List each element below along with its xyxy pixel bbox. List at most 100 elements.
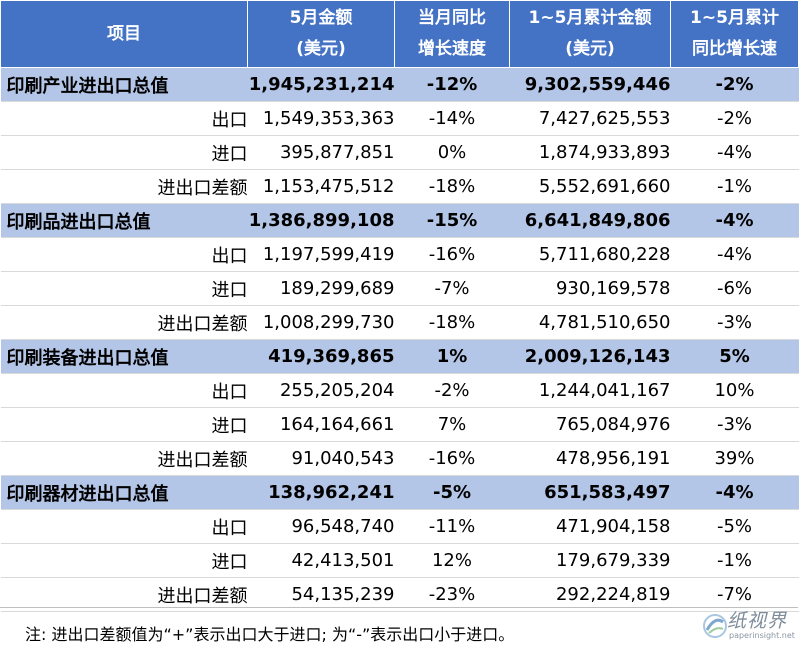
header-cumulative-amount: 1~5月累计金额 (美元) (509, 0, 671, 68)
row-name: 进出口差额 (0, 169, 248, 204)
cumulative-growth: -7% (670, 577, 799, 612)
cumulative-amount: 1,874,933,893 (509, 135, 671, 170)
row-name: 进出口差额 (0, 305, 248, 340)
cumulative-amount: 765,084,976 (509, 407, 671, 442)
header-month-amount: 5月金额 (美元) (247, 0, 395, 68)
month-growth: -2% (394, 373, 510, 408)
table-row: 进出口差额 1,153,475,512 -18% 5,552,691,660 -… (0, 169, 799, 204)
cumulative-amount: 292,224,819 (509, 577, 671, 612)
month-amount: 255,205,204 (247, 373, 395, 408)
row-name: 印刷器材进出口总值 (0, 475, 248, 510)
table-row: 印刷品进出口总值 1,386,899,108 -15% 6,641,849,80… (0, 203, 799, 238)
table-bottom-divider (0, 607, 798, 608)
cumulative-growth: -1% (670, 543, 799, 578)
month-amount: 189,299,689 (247, 271, 395, 306)
cumulative-growth: -5% (670, 509, 799, 544)
cumulative-growth: -1% (670, 169, 799, 204)
cumulative-growth: -4% (670, 135, 799, 170)
row-name: 出口 (0, 373, 248, 408)
row-name: 进出口差额 (0, 441, 248, 476)
month-growth: -16% (394, 441, 510, 476)
table-row: 出口 96,548,740 -11% 471,904,158 -5% (0, 509, 799, 544)
table-row: 出口 1,197,599,419 -16% 5,711,680,228 -4% (0, 237, 799, 272)
month-growth: -16% (394, 237, 510, 272)
row-name: 出口 (0, 237, 248, 272)
cumulative-growth: 5% (670, 339, 799, 374)
cumulative-growth: -4% (670, 475, 799, 510)
cumulative-amount: 179,679,339 (509, 543, 671, 578)
month-growth: 0% (394, 135, 510, 170)
row-name: 进口 (0, 271, 248, 306)
cumulative-growth: 39% (670, 441, 799, 476)
watermark-subtext: paperinsight.net (729, 631, 795, 640)
table-row: 进口 42,413,501 12% 179,679,339 -1% (0, 543, 799, 578)
month-amount: 138,962,241 (247, 475, 395, 510)
month-amount: 1,945,231,214 (247, 67, 395, 102)
row-name: 印刷产业进出口总值 (0, 67, 248, 102)
row-name: 印刷装备进出口总值 (0, 339, 248, 374)
cumulative-amount: 5,711,680,228 (509, 237, 671, 272)
header-cumulative-growth: 1~5月累计 同比增长速 (670, 0, 799, 68)
month-growth: -11% (394, 509, 510, 544)
table-row: 印刷器材进出口总值 138,962,241 -5% 651,583,497 -4… (0, 475, 799, 510)
cumulative-amount: 478,956,191 (509, 441, 671, 476)
cumulative-amount: 4,781,510,650 (509, 305, 671, 340)
cumulative-amount: 7,427,625,553 (509, 101, 671, 136)
month-growth: -18% (394, 169, 510, 204)
table-row: 进口 189,299,689 -7% 930,169,578 -6% (0, 271, 799, 306)
row-name: 出口 (0, 509, 248, 544)
table-row: 进出口差额 91,040,543 -16% 478,956,191 39% (0, 441, 799, 476)
table-row: 进出口差额 54,135,239 -23% 292,224,819 -7% (0, 577, 799, 612)
row-name: 进口 (0, 543, 248, 578)
cumulative-growth: -3% (670, 407, 799, 442)
cumulative-growth: -4% (670, 203, 799, 238)
cumulative-amount: 651,583,497 (509, 475, 671, 510)
cumulative-growth: -2% (670, 67, 799, 102)
row-name: 进出口差额 (0, 577, 248, 612)
month-amount: 419,369,865 (247, 339, 395, 374)
month-amount: 164,164,661 (247, 407, 395, 442)
month-growth: 12% (394, 543, 510, 578)
header-item: 项目 (0, 0, 248, 68)
month-growth: -18% (394, 305, 510, 340)
row-name: 出口 (0, 101, 248, 136)
table-row: 印刷装备进出口总值 419,369,865 1% 2,009,126,143 5… (0, 339, 799, 374)
month-growth: -15% (394, 203, 510, 238)
cumulative-growth: -3% (670, 305, 799, 340)
month-amount: 1,153,475,512 (247, 169, 395, 204)
table-row: 进口 164,164,661 7% 765,084,976 -3% (0, 407, 799, 442)
table-row: 出口 255,205,204 -2% 1,244,041,167 10% (0, 373, 799, 408)
month-growth: 7% (394, 407, 510, 442)
cumulative-amount: 9,302,559,446 (509, 67, 671, 102)
month-amount: 91,040,543 (247, 441, 395, 476)
table-row: 出口 1,549,353,363 -14% 7,427,625,553 -2% (0, 101, 799, 136)
row-name: 进口 (0, 407, 248, 442)
watermark: 纸视界 paperinsight.net (697, 606, 795, 646)
cumulative-amount: 5,552,691,660 (509, 169, 671, 204)
footnote: 注: 进出口差额值为“+”表示出口大于进口; 为“-”表示出口小于进口。 (25, 625, 515, 644)
data-table: 项目 5月金额 (美元) 当月同比 增长速度 1~5月累计金额 (美元) 1~5月累计… (0, 0, 799, 612)
month-amount: 1,386,899,108 (247, 203, 395, 238)
cumulative-growth: -6% (670, 271, 799, 306)
month-amount: 1,549,353,363 (247, 101, 395, 136)
month-growth: -5% (394, 475, 510, 510)
cumulative-amount: 2,009,126,143 (509, 339, 671, 374)
row-name: 印刷品进出口总值 (0, 203, 248, 238)
table-row: 进出口差额 1,008,299,730 -18% 4,781,510,650 -… (0, 305, 799, 340)
table-row: 进口 395,877,851 0% 1,874,933,893 -4% (0, 135, 799, 170)
month-growth: -14% (394, 101, 510, 136)
month-amount: 54,135,239 (247, 577, 395, 612)
header-row: 项目 5月金额 (美元) 当月同比 增长速度 1~5月累计金额 (美元) 1~5月累计… (0, 0, 799, 68)
paperinsight-logo-icon (703, 614, 727, 638)
month-amount: 1,008,299,730 (247, 305, 395, 340)
cumulative-amount: 6,641,849,806 (509, 203, 671, 238)
row-name: 进口 (0, 135, 248, 170)
month-amount: 42,413,501 (247, 543, 395, 578)
table-row: 印刷产业进出口总值 1,945,231,214 -12% 9,302,559,4… (0, 67, 799, 102)
month-amount: 96,548,740 (247, 509, 395, 544)
month-amount: 1,197,599,419 (247, 237, 395, 272)
month-growth: -12% (394, 67, 510, 102)
month-amount: 395,877,851 (247, 135, 395, 170)
cumulative-growth: -2% (670, 101, 799, 136)
cumulative-amount: 1,244,041,167 (509, 373, 671, 408)
